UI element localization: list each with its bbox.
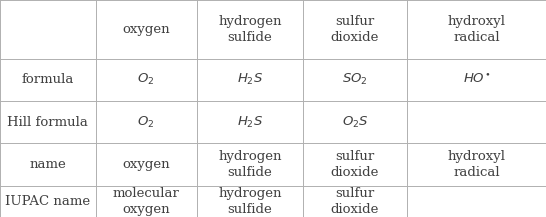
Text: $HO^{\bullet}$: $HO^{\bullet}$	[462, 73, 490, 86]
Text: $SO_{2}$: $SO_{2}$	[342, 72, 368, 87]
Text: sulfur
dioxide: sulfur dioxide	[331, 15, 379, 44]
Text: $O_{2}$: $O_{2}$	[138, 115, 155, 130]
Text: molecular
oxygen: molecular oxygen	[112, 187, 180, 216]
Text: $H_{2}S$: $H_{2}S$	[237, 72, 263, 87]
Text: hydroxyl
radical: hydroxyl radical	[447, 15, 506, 44]
Text: sulfur
dioxide: sulfur dioxide	[331, 187, 379, 216]
Text: formula: formula	[22, 73, 74, 86]
Text: hydroxyl
radical: hydroxyl radical	[447, 150, 506, 179]
Text: $H_{2}S$: $H_{2}S$	[237, 115, 263, 130]
Text: sulfur
dioxide: sulfur dioxide	[331, 150, 379, 179]
Text: Hill formula: Hill formula	[7, 116, 88, 128]
Text: IUPAC name: IUPAC name	[5, 195, 90, 208]
Text: hydrogen
sulfide: hydrogen sulfide	[218, 15, 282, 44]
Text: name: name	[29, 158, 66, 171]
Text: $O_{2}S$: $O_{2}S$	[342, 115, 368, 130]
Text: oxygen: oxygen	[122, 23, 170, 36]
Text: hydrogen
sulfide: hydrogen sulfide	[218, 150, 282, 179]
Text: $O_{2}$: $O_{2}$	[138, 72, 155, 87]
Text: hydrogen
sulfide: hydrogen sulfide	[218, 187, 282, 216]
Text: oxygen: oxygen	[122, 158, 170, 171]
